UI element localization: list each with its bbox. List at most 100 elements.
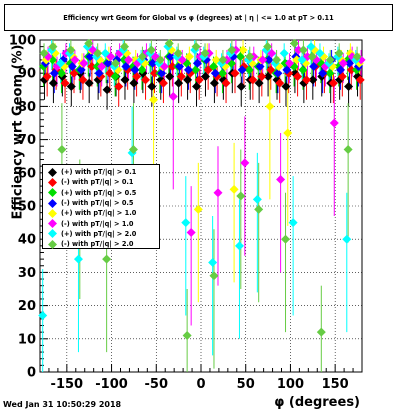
data-point (298, 45, 308, 55)
data-point (93, 48, 103, 58)
data-point (84, 38, 94, 48)
x-tick-label: -50 (145, 377, 169, 392)
data-point (308, 75, 318, 85)
data-point (147, 81, 157, 91)
data-point (220, 62, 230, 72)
x-tick-label: -100 (95, 377, 128, 392)
data-point (288, 218, 298, 228)
data-point (292, 55, 302, 65)
data-point (42, 72, 52, 82)
data-point (258, 55, 268, 65)
legend-marker-icon (47, 188, 57, 198)
data-point (235, 52, 245, 62)
data-point (338, 58, 348, 68)
data-point (285, 58, 295, 68)
data-point (56, 68, 66, 78)
legend-marker-icon (47, 229, 57, 239)
legend-item: (-) with pT/|q| > 1.0 (47, 218, 159, 229)
data-point (336, 65, 346, 75)
timestamp-footer: Wed Jan 31 10:50:29 2018 (3, 400, 122, 409)
data-point (167, 62, 177, 72)
tick-layer: 0 10 20 30 40 50 60 70 80 90 100 -150 -100 -50 0 50 100 1… (9, 34, 354, 392)
data-point (293, 72, 303, 82)
data-point (132, 72, 142, 82)
data-point (210, 68, 220, 78)
data-point (329, 118, 339, 128)
legend-item: (+) with pT/|q| > 1.0 (47, 208, 159, 218)
data-point (184, 52, 194, 62)
legend-marker-icon (47, 219, 57, 229)
data-point (67, 62, 77, 72)
data-point (315, 48, 325, 58)
data-point (57, 145, 67, 155)
data-point (273, 68, 283, 78)
data-point (66, 45, 76, 55)
data-point (70, 55, 80, 65)
data-point (236, 191, 246, 201)
data-point (186, 228, 196, 238)
data-point (183, 65, 193, 75)
y-tick-label: 30 (18, 266, 36, 281)
legend-item: (+) with pT/|q| > 2.0 (47, 229, 159, 239)
data-point (103, 58, 113, 68)
data-point (168, 91, 178, 101)
x-tick-label: 50 (237, 377, 255, 392)
data-point (306, 42, 316, 52)
data-point (254, 204, 264, 214)
data-point (191, 65, 201, 75)
data-point (137, 65, 147, 75)
data-point (248, 75, 258, 85)
y-tick-label: 10 (18, 332, 36, 347)
data-point (100, 48, 110, 58)
legend-label: (+) with pT/|q| > 1.0 (61, 209, 137, 218)
data-point (307, 52, 317, 62)
data-point (56, 58, 66, 68)
data-point (111, 58, 121, 68)
data-point (236, 81, 246, 91)
data-point (352, 52, 362, 62)
data-point (325, 55, 335, 65)
data-point (240, 158, 250, 168)
data-point (238, 45, 248, 55)
data-point (49, 68, 59, 78)
data-point (149, 95, 159, 105)
x-axis-label: φ (degrees) (274, 395, 360, 410)
data-point (208, 257, 218, 267)
legend-label: (-) with pT/|q| > 1.0 (61, 219, 134, 228)
data-point (255, 62, 265, 72)
y-tick-label: 90 (18, 67, 36, 82)
legend-label: (-) with pT/|q| > 0.1 (61, 178, 134, 187)
legend-marker-icon (47, 167, 57, 177)
data-point (234, 241, 244, 251)
legend-marker-icon (47, 208, 57, 218)
data-point (192, 58, 202, 68)
data-point (302, 75, 312, 85)
data-point (48, 42, 58, 52)
data-point (121, 62, 131, 72)
data-point (245, 52, 255, 62)
data-point (283, 128, 293, 138)
y-tick-label: 40 (18, 233, 36, 248)
data-point (102, 254, 112, 264)
data-point (320, 62, 330, 72)
legend-label: (+) with pT/|q| > 0.1 (61, 168, 137, 177)
data-point (192, 81, 202, 91)
data-point (39, 62, 49, 72)
chart-title: Efficiency wrt Geom for Global vs φ (deg… (63, 13, 334, 22)
data-point (213, 188, 223, 198)
data-point (155, 55, 165, 65)
x-tick-label: 0 (196, 377, 205, 392)
y-tick-label: 0 (27, 366, 36, 381)
data-point (298, 65, 308, 75)
y-tick-label: 60 (18, 166, 36, 181)
y-tick-label: 100 (9, 34, 36, 49)
data-point (52, 62, 62, 72)
point-layer (38, 38, 366, 340)
x-tick-label: 100 (277, 377, 304, 392)
data-point (94, 68, 104, 78)
y-tick-label: 20 (18, 299, 36, 314)
legend-item: (-) with pT/|q| > 0.1 (47, 177, 159, 187)
data-point (282, 65, 292, 75)
data-point (85, 52, 95, 62)
